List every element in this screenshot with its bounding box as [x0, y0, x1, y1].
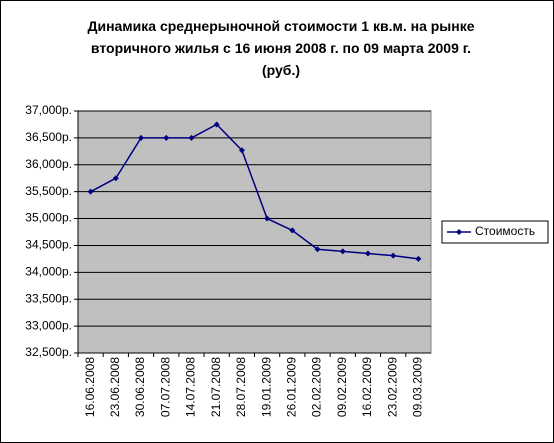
x-tick-label: 16.02.2009 — [360, 357, 374, 417]
marker — [264, 215, 271, 222]
marker — [112, 175, 119, 182]
marker — [238, 147, 245, 154]
y-tick-label: 35,000р. — [25, 211, 72, 225]
x-tick-label: 23.06.2008 — [108, 357, 122, 417]
y-tick-label: 37,000р. — [25, 103, 72, 117]
y-tick-label: 33,500р. — [25, 291, 72, 305]
x-tick-label: 23.02.2009 — [385, 357, 399, 417]
x-tick-label: 30.06.2008 — [133, 357, 147, 417]
chart-title: Динамика среднерыночной стоимости 1 кв.м… — [87, 18, 475, 78]
marker — [213, 121, 220, 128]
y-tick-label: 36,500р. — [25, 130, 72, 144]
y-tick-label: 36,000р. — [25, 157, 72, 171]
y-tick-label: 33,000р. — [25, 318, 72, 332]
x-tick-label: 09.03.2009 — [411, 357, 425, 417]
marker — [364, 250, 371, 257]
legend-label: Стоимость — [475, 224, 535, 238]
x-tick-label: 19.01.2009 — [259, 357, 273, 417]
x-tick-label: 14.07.2008 — [184, 357, 198, 417]
marker — [163, 134, 170, 141]
x-tick-label: 21.07.2008 — [209, 357, 223, 417]
marker — [390, 252, 397, 259]
x-tick-label: 07.07.2008 — [158, 357, 172, 417]
x-tick-label: 28.07.2008 — [234, 357, 248, 417]
marker — [138, 134, 145, 141]
legend-marker — [456, 229, 462, 235]
plot-area — [77, 110, 432, 354]
marker — [289, 227, 296, 234]
legend-box — [441, 220, 549, 244]
y-tick-label: 34,000р. — [25, 265, 72, 279]
y-tick-label: 35,500р. — [25, 184, 72, 198]
x-tick-label: 16.06.2008 — [83, 357, 97, 417]
marker — [314, 246, 321, 253]
marker — [188, 134, 195, 141]
x-tick-label: 02.02.2009 — [310, 357, 324, 417]
x-tick-label: 09.02.2009 — [335, 357, 349, 417]
x-tick-label: 26.01.2009 — [284, 357, 298, 417]
marker — [415, 255, 422, 262]
marker — [87, 188, 94, 195]
marker — [339, 248, 346, 255]
y-tick-label: 32,500р. — [25, 345, 72, 359]
y-tick-label: 34,500р. — [25, 238, 72, 252]
line — [90, 123, 419, 260]
